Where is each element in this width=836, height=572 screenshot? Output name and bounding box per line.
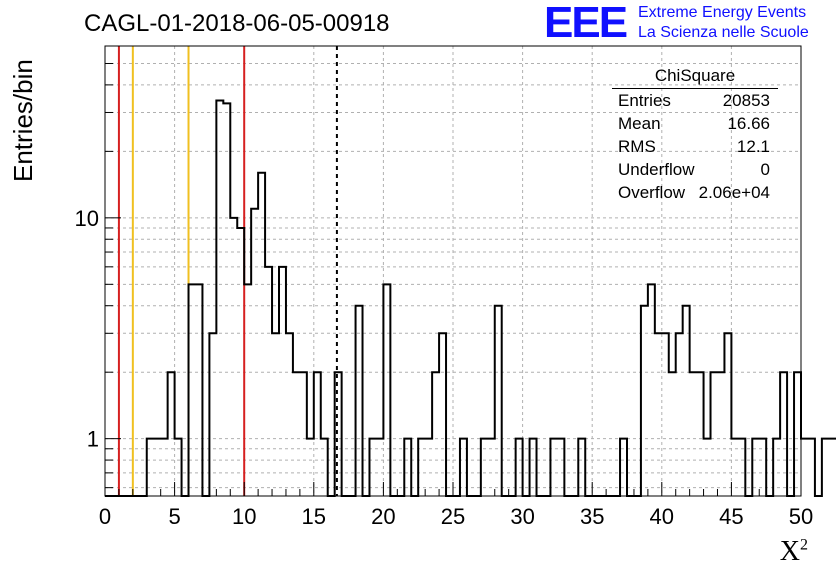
stats-label: Overflow	[618, 183, 686, 202]
x-tick-label: 50	[789, 504, 813, 529]
x-tick-label: 20	[371, 504, 395, 529]
x-axis-label: X2	[780, 536, 808, 568]
x-axis-label-main: X	[779, 536, 800, 567]
x-tick-label: 25	[441, 504, 465, 529]
histogram-series	[105, 99, 836, 497]
eee-logo: EEE Extreme Energy Events La Scienza nel…	[544, 0, 836, 47]
logo-tagline-2: La Scienza nelle Scuole	[638, 24, 809, 41]
stats-label: RMS	[618, 137, 656, 156]
eee-logo-mark: EEE	[544, 0, 628, 47]
y-tick-label: 1	[87, 427, 99, 452]
stats-row-overflow: Overflow 2.06e+04	[612, 183, 778, 206]
stats-value: 16.66	[727, 114, 770, 133]
stats-row-mean: Mean 16.66	[612, 114, 778, 137]
stats-row-entries: Entries 20853	[612, 91, 778, 114]
chart-title: CAGL-01-2018-06-05-00918	[84, 10, 390, 37]
y-tick-label: 10	[75, 206, 99, 231]
x-tick-label: 35	[580, 504, 604, 529]
stats-box-title: ChiSquare	[612, 66, 778, 89]
stats-label: Underflow	[618, 160, 695, 179]
stats-label: Entries	[618, 91, 671, 110]
x-tick-label: 10	[232, 504, 256, 529]
x-tick-label: 0	[99, 504, 111, 529]
stats-label: Mean	[618, 114, 661, 133]
stats-row-rms: RMS 12.1	[612, 137, 778, 160]
logo-tagline-1: Extreme Energy Events	[638, 4, 807, 21]
x-tick-label: 45	[719, 504, 743, 529]
x-tick-label: 15	[302, 504, 326, 529]
stats-value: 2.06e+04	[698, 183, 770, 202]
x-tick-label: 30	[510, 504, 534, 529]
y-axis-label: Entries/bin	[8, 59, 38, 182]
stats-value: 0	[760, 160, 770, 179]
stats-row-underflow: Underflow 0	[612, 160, 778, 183]
x-tick-label: 5	[168, 504, 180, 529]
x-tick-label: 40	[650, 504, 674, 529]
x-axis-label-sup: 2	[800, 536, 808, 554]
stats-value: 12.1	[736, 137, 770, 156]
stats-box: ChiSquare Entries 20853 Mean 16.66 RMS 1…	[612, 66, 778, 206]
stats-value: 20853	[722, 91, 770, 110]
